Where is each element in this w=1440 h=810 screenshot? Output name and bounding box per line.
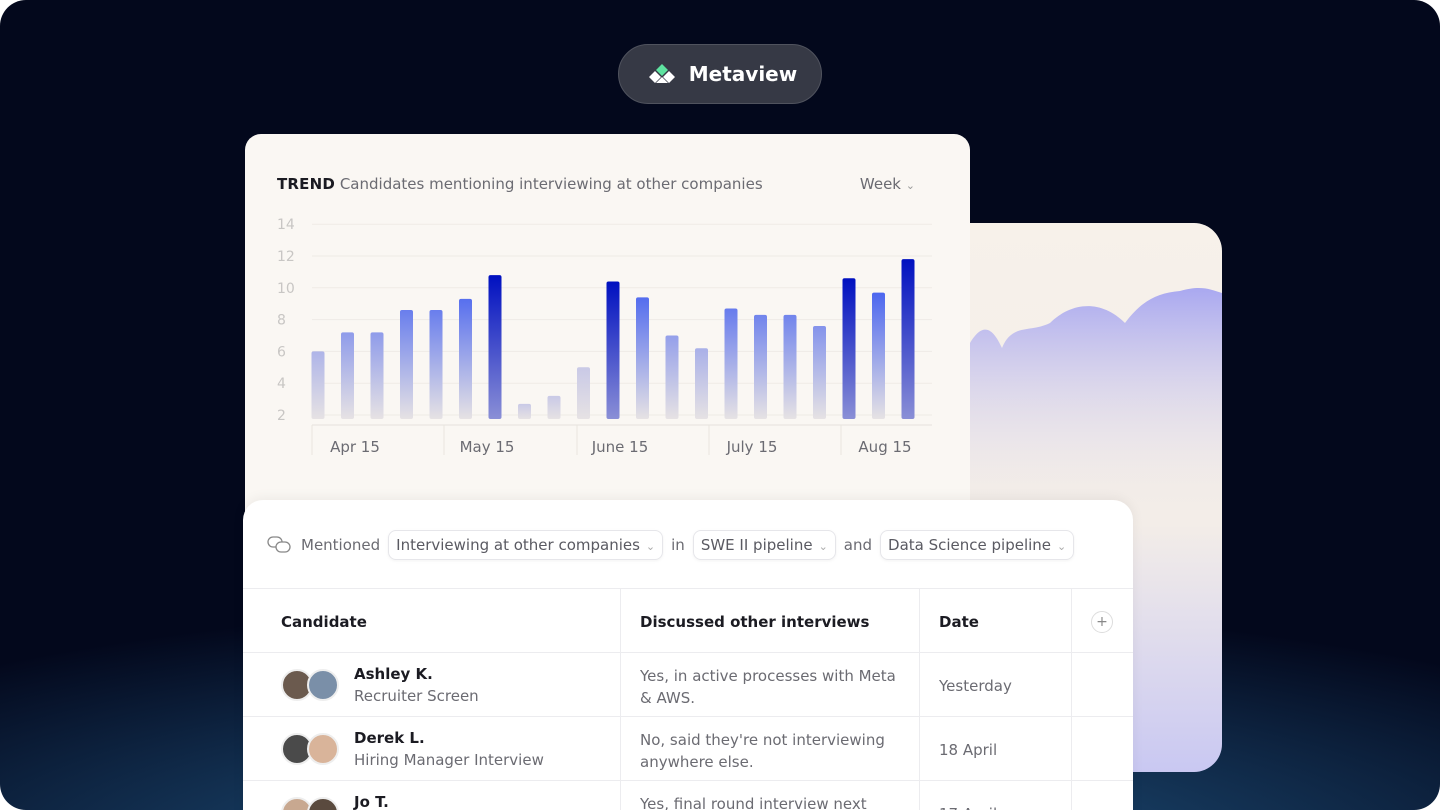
interview-stage: Recruiter Screen: [354, 687, 479, 705]
pipeline2-value: Data Science pipeline: [888, 536, 1052, 554]
date: Yesterday: [939, 677, 1012, 695]
bar[interactable]: [813, 325, 826, 419]
table-row[interactable]: Derek L. Hiring Manager Interview No, sa…: [243, 717, 1133, 781]
chat-bubbles-icon: [267, 536, 291, 553]
y-tick-label: 14: [277, 217, 295, 233]
bar[interactable]: [754, 314, 767, 419]
bar[interactable]: [872, 292, 885, 419]
y-tick-label: 12: [277, 249, 295, 265]
filter-and: and: [843, 536, 873, 554]
candidate-name[interactable]: Derek L.: [354, 729, 425, 747]
bar[interactable]: [400, 310, 413, 419]
mentions-table-card: Mentioned Interviewing at other companie…: [243, 500, 1133, 810]
avatar: [307, 669, 339, 701]
chevron-down-icon: ⌄: [818, 540, 828, 553]
discussed-text: Yes, final round interview next: [640, 795, 867, 810]
period-dropdown[interactable]: Week ⌄: [860, 175, 915, 193]
brand-name: Metaview: [688, 62, 798, 86]
chevron-down-icon: ⌄: [1057, 540, 1067, 553]
trend-label: TREND: [277, 175, 336, 193]
period-value: Week: [859, 175, 901, 193]
filter-bar: Mentioned Interviewing at other companie…: [267, 530, 1075, 560]
trend-chart-card: TREND Candidates mentioning interviewing…: [245, 134, 970, 554]
x-tick-label: May 15: [460, 438, 515, 456]
bar-chart: 2 4 6 8 10 12 14 Apr 15 May 15 June 15 July 15 Aug …: [277, 217, 932, 456]
bar[interactable]: [488, 275, 502, 419]
header-date[interactable]: Date: [939, 613, 979, 631]
bar[interactable]: [341, 332, 354, 419]
bar[interactable]: [901, 259, 915, 419]
x-tick-label: Aug 15: [858, 438, 911, 456]
add-column-button[interactable]: +: [1091, 611, 1113, 633]
filter-prefix: Mentioned: [301, 536, 381, 554]
bar[interactable]: [577, 367, 590, 419]
metaview-logo-icon: [648, 64, 675, 83]
avatar: [307, 733, 339, 765]
y-tick-label: 4: [277, 376, 286, 392]
filter-in: in: [671, 536, 685, 554]
header-discussed[interactable]: Discussed other interviews: [640, 613, 870, 631]
topic-dropdown[interactable]: Interviewing at other companies ⌄: [388, 530, 664, 560]
bar[interactable]: [636, 297, 649, 419]
table-row[interactable]: Ashley K. Recruiter Screen Yes, in activ…: [243, 653, 1133, 717]
date: 18 April: [939, 741, 998, 759]
y-tick-label: 8: [277, 313, 286, 329]
y-tick-label: 6: [277, 344, 286, 360]
bar[interactable]: [606, 281, 620, 419]
bar[interactable]: [429, 310, 443, 419]
table-header: Candidate Discussed other interviews Dat…: [243, 588, 1133, 653]
bar[interactable]: [695, 348, 708, 419]
bar[interactable]: [724, 308, 738, 419]
date: 17 April: [939, 805, 997, 810]
bar[interactable]: [311, 351, 325, 419]
interview-stage: Hiring Manager Interview: [354, 751, 544, 769]
topic-value: Interviewing at other companies: [396, 536, 640, 554]
bar[interactable]: [783, 314, 797, 419]
discussed-text: Yes, in active processes with Meta & AWS…: [640, 667, 896, 707]
bar[interactable]: [459, 298, 472, 419]
y-tick-label: 2: [277, 408, 286, 424]
x-tick-label: June 15: [591, 438, 649, 456]
bar[interactable]: [518, 403, 531, 419]
pipeline1-value: SWE II pipeline: [700, 536, 813, 554]
chevron-down-icon: ⌄: [905, 179, 915, 192]
y-tick-label: 10: [277, 281, 295, 297]
bar[interactable]: [370, 332, 384, 419]
candidate-name[interactable]: Jo T.: [354, 793, 389, 810]
pipeline1-dropdown[interactable]: SWE II pipeline ⌄: [692, 530, 836, 560]
chart-title: Candidates mentioning interviewing at ot…: [339, 175, 763, 193]
metaview-logo-pill: Metaview: [618, 44, 822, 104]
header-candidate[interactable]: Candidate: [281, 613, 367, 631]
chevron-down-icon: ⌄: [645, 540, 656, 553]
x-tick-label: Apr 15: [330, 438, 380, 456]
wave-area: [970, 287, 1222, 523]
x-tick-label: July 15: [726, 438, 778, 456]
bar[interactable]: [842, 278, 856, 419]
candidate-name[interactable]: Ashley K.: [354, 665, 433, 683]
bar[interactable]: [665, 335, 679, 420]
discussed-text: No, said they're not interviewing anywhe…: [640, 731, 885, 771]
table-row[interactable]: Jo T. Yes, final round interview next 17…: [243, 781, 1133, 810]
bar[interactable]: [547, 395, 561, 419]
pipeline2-dropdown[interactable]: Data Science pipeline ⌄: [880, 530, 1075, 560]
